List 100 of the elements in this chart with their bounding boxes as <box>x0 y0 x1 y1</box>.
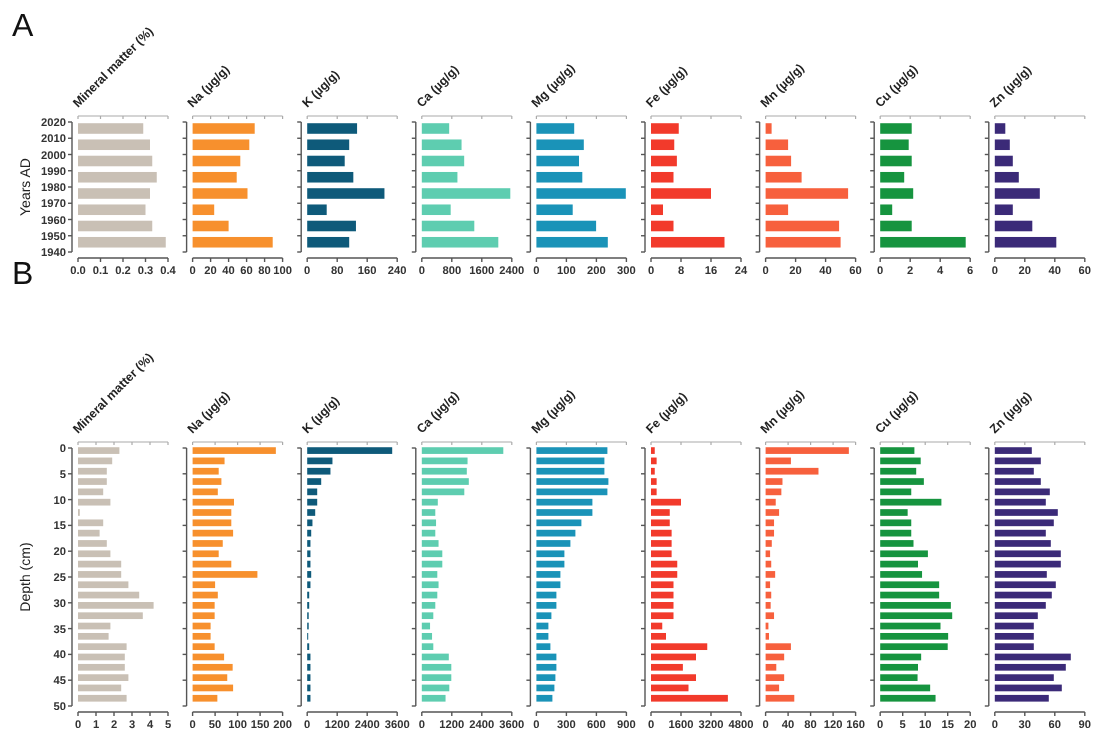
bar <box>78 139 150 151</box>
bar <box>765 204 789 216</box>
bar <box>880 457 921 465</box>
text: B <box>12 258 34 292</box>
bar <box>307 123 358 134</box>
bar <box>765 220 840 232</box>
bar <box>880 204 893 216</box>
bar <box>765 155 792 167</box>
bar <box>994 236 1057 248</box>
bar <box>192 220 229 232</box>
bar <box>307 188 385 199</box>
bar <box>880 188 914 199</box>
bar <box>78 155 153 167</box>
bar <box>536 139 584 151</box>
bar <box>880 560 918 568</box>
bar <box>192 204 215 216</box>
bar <box>880 123 912 134</box>
bar <box>651 155 677 167</box>
bar <box>536 123 575 134</box>
bar <box>421 139 462 151</box>
bar <box>78 236 166 248</box>
bar <box>651 171 674 183</box>
bar <box>651 204 663 216</box>
bar <box>421 457 468 465</box>
bar <box>536 204 573 216</box>
bar <box>651 123 679 134</box>
bar <box>536 171 583 183</box>
bar <box>536 188 626 199</box>
bar <box>765 139 789 151</box>
bar <box>78 694 127 702</box>
bar <box>651 529 672 537</box>
bar <box>880 684 931 692</box>
bar <box>536 447 608 454</box>
bar <box>536 220 597 232</box>
bar <box>994 155 1013 167</box>
bar <box>765 123 772 134</box>
bar <box>78 653 125 661</box>
bar <box>307 447 393 454</box>
bar <box>307 236 350 248</box>
bar <box>78 188 150 199</box>
bar <box>765 694 795 702</box>
bar <box>78 204 146 216</box>
bar <box>880 694 936 702</box>
bar <box>994 591 1052 599</box>
bar <box>307 139 350 151</box>
bar <box>994 204 1013 216</box>
bar <box>78 220 153 232</box>
bar <box>994 694 1049 702</box>
bar <box>421 220 475 232</box>
bar <box>651 188 711 199</box>
bar <box>651 220 674 232</box>
bar <box>536 236 608 248</box>
bar <box>192 139 250 151</box>
bar <box>880 236 966 248</box>
bar <box>421 694 446 702</box>
bar <box>307 220 356 232</box>
text: A <box>12 10 34 44</box>
bar <box>192 171 237 183</box>
bar <box>651 684 689 692</box>
bar <box>651 591 674 599</box>
bar <box>421 123 450 134</box>
bar <box>307 488 318 496</box>
bar <box>192 236 273 248</box>
bar <box>307 171 354 183</box>
bar <box>307 155 345 167</box>
bar <box>880 171 905 183</box>
bar <box>651 457 657 465</box>
bar <box>880 220 912 232</box>
bar <box>421 204 451 216</box>
bar <box>536 694 553 702</box>
bar <box>651 488 657 496</box>
bar <box>536 622 549 630</box>
bar <box>994 447 1032 454</box>
bar <box>880 591 940 599</box>
bar <box>880 139 909 151</box>
bar <box>421 155 465 167</box>
bar <box>78 171 157 183</box>
bar <box>536 653 557 661</box>
bar <box>765 171 802 183</box>
bar <box>765 447 849 454</box>
bar <box>421 236 499 248</box>
bar <box>880 622 941 630</box>
bar <box>307 204 327 216</box>
bar <box>651 236 725 248</box>
bar <box>994 139 1010 151</box>
bar <box>536 155 579 167</box>
bar <box>994 188 1040 199</box>
bar <box>192 457 225 465</box>
bar <box>994 684 1062 692</box>
bar <box>421 447 504 454</box>
bar <box>192 155 241 167</box>
bar <box>192 447 276 454</box>
bar <box>192 188 248 199</box>
bar <box>765 236 841 248</box>
bar <box>765 188 849 199</box>
bar <box>78 123 144 134</box>
bar <box>651 694 728 702</box>
bar <box>994 123 1006 134</box>
bar <box>421 171 458 183</box>
bar <box>78 529 100 537</box>
